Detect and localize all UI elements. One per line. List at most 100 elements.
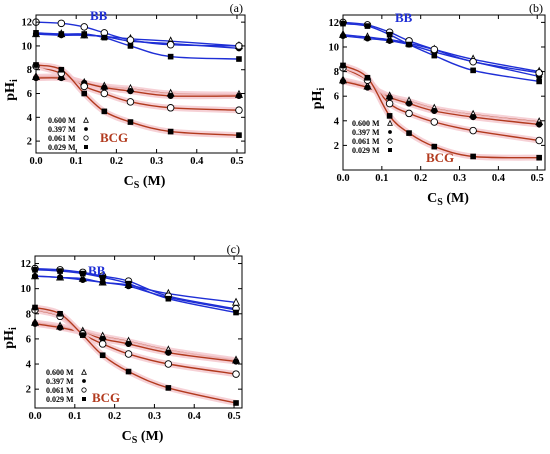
series-line (34, 269, 237, 314)
data-point (99, 274, 106, 281)
x-tick-label: 0.3 (148, 411, 161, 422)
data-point (386, 94, 393, 101)
x-tick-label: 0.5 (227, 411, 240, 422)
data-point (56, 274, 64, 281)
x-tick-label: 0.1 (68, 411, 81, 422)
x-axis-label-main: C (124, 174, 134, 189)
y-axis-label: pHi (3, 79, 20, 101)
data-point (101, 84, 108, 91)
data-point (79, 332, 86, 338)
legend-label: 0.029 M (352, 146, 380, 155)
data-point (79, 270, 86, 277)
data-point (127, 119, 134, 125)
data-point (232, 370, 240, 378)
legend-marker-open-triangle (81, 368, 87, 375)
data-point (233, 309, 239, 316)
chart-panel-3: 0.0 0.1 0.2 0.3 0.4 0.5 2 4 6 8 10 12 CS (M) pHi (c) BB… (2, 242, 243, 446)
x-axis-label-unit: (M) (139, 174, 165, 189)
data-point (165, 349, 172, 356)
series-line (34, 275, 237, 311)
x-axis-label-unit: (M) (137, 429, 163, 444)
data-point (127, 88, 134, 95)
data-point (57, 268, 63, 274)
y-axis-label-subscript: i (8, 327, 19, 330)
chart-panel-1: 0.0 0.1 0.2 0.3 0.4 0.5 2 4 6 8 10 12 CS (M) pHi (a) BB… (3, 1, 246, 191)
data-point (470, 153, 476, 160)
data-point (233, 400, 239, 406)
x-tick-label: 0.0 (28, 411, 41, 422)
data-point (79, 276, 86, 283)
data-point (166, 40, 175, 49)
data-point (535, 69, 543, 77)
y-tick-label: 4 (27, 113, 33, 124)
x-tick-label: 0.2 (110, 156, 123, 167)
x-tick-label: 0.0 (336, 173, 349, 184)
data-point (81, 90, 88, 97)
x-tick-label: 0.4 (188, 411, 202, 422)
legend-label: 0.600 M (352, 119, 380, 128)
panel-label: (c) (227, 242, 240, 256)
legend-marker-filled-circle (84, 127, 88, 131)
x-tick-label: 0.0 (29, 156, 42, 167)
data-point (167, 53, 174, 60)
x-tick-label: 0.1 (375, 173, 388, 184)
y-tick-label: 12 (22, 18, 33, 29)
data-point (406, 130, 412, 136)
legend-label: 0.061 M (352, 137, 380, 146)
data-point (125, 368, 132, 375)
bcg-label: BCG (100, 130, 128, 145)
y-tick-label: 10 (21, 284, 32, 295)
y-axis-label-main: pH (2, 330, 17, 349)
legend-marker-filled-circle (388, 130, 392, 134)
x-tick-label: 0.3 (453, 173, 466, 184)
plot-frame (35, 14, 246, 154)
legend-label: 0.600 M (46, 368, 74, 377)
data-point (165, 295, 172, 302)
plot-frame (342, 14, 546, 171)
series-bb-open-circle (32, 18, 243, 50)
legend-marker-filled-square (388, 148, 392, 152)
panel-label: (b) (529, 1, 543, 15)
y-axis-label-main: pH (3, 82, 18, 101)
data-point (81, 31, 88, 37)
x-axis-label: CS (M) (427, 191, 469, 208)
data-point (235, 106, 243, 114)
chart-panel-2: 0.0 0.1 0.2 0.3 0.4 0.5 2 4 6 8 10 12 CS (M) pHi (b) BB… (310, 1, 546, 208)
x-axis-label-subscript: S (437, 197, 443, 208)
data-point (167, 92, 174, 100)
data-point (101, 34, 108, 41)
data-point (431, 143, 438, 150)
data-point (58, 31, 65, 37)
data-point (470, 67, 476, 74)
y-tick-label: 6 (334, 92, 339, 103)
data-point (57, 19, 66, 28)
data-point (125, 280, 132, 287)
data-point (469, 57, 477, 66)
data-point (385, 99, 394, 108)
y-tick-label: 2 (26, 385, 31, 396)
data-point (431, 107, 438, 115)
x-axis-label-subscript: S (134, 180, 140, 191)
y-tick-label: 4 (334, 116, 340, 127)
series-bb-filled-square (32, 267, 239, 316)
legend-marker-filled-circle (82, 379, 86, 383)
data-point (364, 23, 371, 29)
data-point (165, 385, 172, 391)
data-point (57, 310, 63, 317)
legend: 0.600 M0.397 M0.061 M0.029 M (46, 368, 87, 404)
series-line (34, 275, 237, 304)
legend-marker-open-triangle (387, 119, 393, 126)
legend-marker-open-circle (387, 138, 393, 144)
data-point (126, 98, 135, 106)
data-point (232, 358, 240, 365)
y-tick-label: 6 (26, 334, 31, 345)
legend-marker-filled-square (82, 397, 86, 401)
legend-label: 0.029 M (46, 395, 74, 404)
panel-label: (a) (230, 1, 243, 15)
data-point (430, 45, 439, 54)
data-point (364, 35, 371, 42)
legend-label: 0.397 M (352, 128, 380, 137)
x-axis-label: CS (M) (124, 174, 166, 191)
legend-label: 0.600 M (48, 116, 76, 125)
data-point (386, 113, 393, 119)
